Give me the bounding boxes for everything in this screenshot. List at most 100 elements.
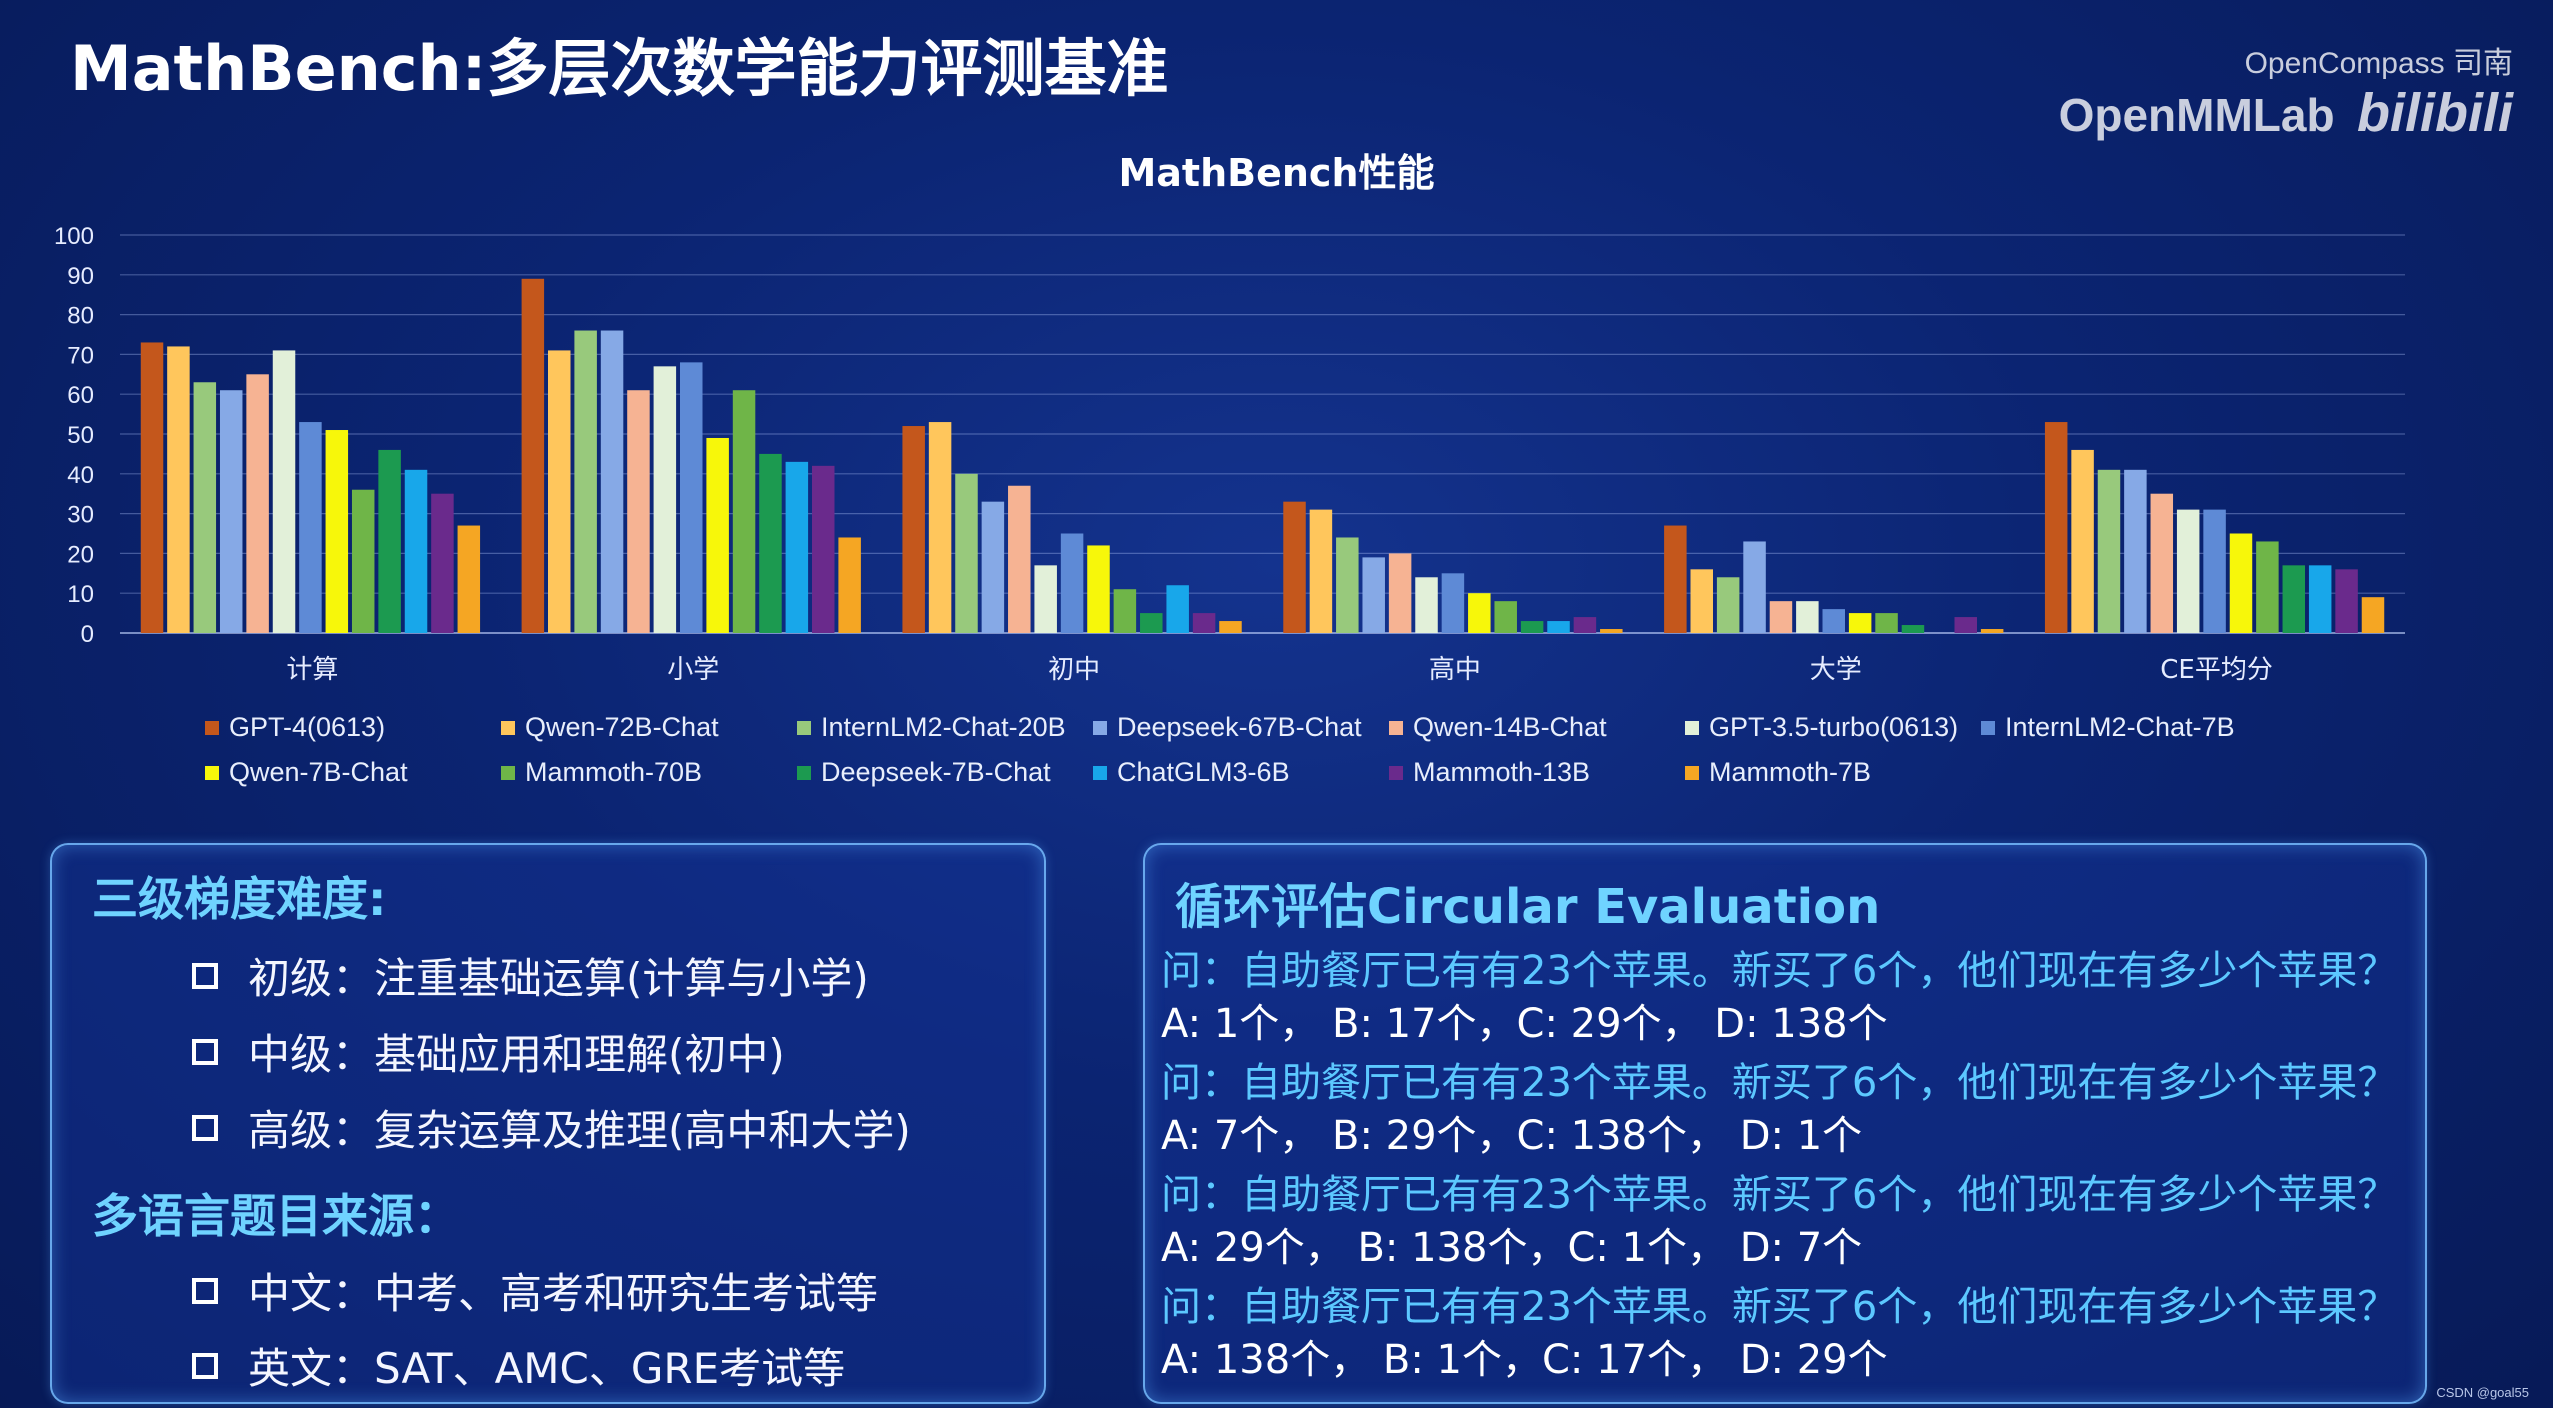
legend-item: Qwen-7B-Chat bbox=[205, 757, 501, 788]
qa-item-4: 问：自助餐厅已有有23个苹果。新买了6个，他们现在有多少个苹果？ A: 138个，… bbox=[1161, 1281, 2411, 1387]
bar bbox=[981, 501, 1005, 633]
bar bbox=[2203, 509, 2226, 633]
bar bbox=[2071, 449, 2094, 633]
bar bbox=[1034, 565, 1057, 633]
answer-options: A: 29个， B: 138个，C: 1个， D: 7个 bbox=[1161, 1225, 1863, 1271]
legend-item: ChatGLM3-6B bbox=[1093, 757, 1389, 788]
qa-item-2: 问：自助餐厅已有有23个苹果。新买了6个，他们现在有多少个苹果？ A: 7个， B… bbox=[1161, 1057, 2411, 1163]
legend-label: Qwen-7B-Chat bbox=[229, 757, 408, 787]
bar bbox=[219, 390, 243, 633]
legend-label: Qwen-14B-Chat bbox=[1413, 712, 1607, 742]
bar bbox=[1087, 545, 1110, 633]
bar bbox=[2044, 422, 2068, 633]
bar bbox=[1283, 501, 1306, 633]
legend-item: Mammoth-70B bbox=[501, 757, 797, 788]
opencompass-logo-text: OpenCompass 司南 bbox=[2244, 47, 2513, 80]
question-text: 问：自助餐厅已有有23个苹果。新买了6个，他们现在有多少个苹果？ bbox=[1161, 1172, 2398, 1218]
bar bbox=[1743, 541, 1766, 633]
difficulty-bullet-advanced: 高级：复杂运算及推理(高中和大学) bbox=[192, 1097, 911, 1158]
bullet-text: 中文：中考、高考和研究生考试等 bbox=[248, 1269, 879, 1318]
bar bbox=[351, 489, 375, 633]
y-tick-label: 70 bbox=[67, 342, 94, 369]
y-tick-label: 100 bbox=[54, 223, 94, 250]
answer-options: A: 138个， B: 1个，C: 17个， D: 29个 bbox=[1161, 1337, 1888, 1383]
difficulty-panel: 三级梯度难度: 初级：注重基础运算(计算与小学) 中级：基础应用和理解(初中) … bbox=[50, 843, 1046, 1404]
bullet-text: 英文：SAT、AMC、GRE考试等 bbox=[248, 1344, 846, 1393]
openmmlab-logo-text: OpenMMLab bbox=[2058, 89, 2335, 141]
slide-title: MathBench:多层次数学能力评测基准 bbox=[70, 32, 1169, 105]
bar bbox=[1954, 617, 1977, 633]
bar bbox=[812, 465, 835, 633]
bar bbox=[1166, 585, 1189, 633]
y-tick-label: 10 bbox=[67, 581, 94, 608]
legend-label: GPT-3.5-turbo(0613) bbox=[1709, 712, 1959, 742]
legend-label: ChatGLM3-6B bbox=[1117, 757, 1290, 787]
bar bbox=[1796, 601, 1819, 633]
x-category-label: 小学 bbox=[667, 655, 719, 685]
checkbox-icon bbox=[192, 962, 218, 989]
x-category-label: 初中 bbox=[1048, 655, 1100, 685]
bar bbox=[548, 350, 571, 633]
bar-chart: 0 10 20 30 40 50 60 70 80 90 100 计算 小学 初中 高中 大学 CE平均分 bbox=[54, 223, 2405, 685]
watermark: CSDN @goal55 bbox=[2436, 1385, 2529, 1400]
legend-swatch bbox=[205, 765, 219, 780]
bar bbox=[2282, 565, 2306, 633]
legend-label: InternLM2-Chat-20B bbox=[821, 712, 1066, 742]
checkbox-icon bbox=[192, 1114, 218, 1141]
bar bbox=[1441, 573, 1465, 633]
bar bbox=[1822, 609, 1845, 633]
legend-swatch bbox=[1093, 765, 1107, 780]
y-tick-label: 40 bbox=[67, 462, 94, 489]
bar bbox=[1192, 613, 1216, 633]
bar bbox=[600, 330, 624, 633]
legend-swatch bbox=[501, 765, 515, 780]
language-heading: 多语言题目来源： bbox=[92, 1189, 460, 1243]
bar bbox=[457, 525, 481, 633]
legend-item: Deepseek-67B-Chat bbox=[1093, 712, 1389, 743]
bar bbox=[246, 374, 269, 633]
bar bbox=[1140, 613, 1163, 633]
bar bbox=[1664, 525, 1687, 633]
legend-item: Deepseek-7B-Chat bbox=[797, 757, 1093, 788]
legend-item: Mammoth-13B bbox=[1389, 757, 1685, 788]
legend-swatch bbox=[1981, 720, 1995, 735]
legend-label: Mammoth-70B bbox=[525, 757, 703, 787]
legend-label: Deepseek-7B-Chat bbox=[821, 757, 1051, 787]
legend-label: InternLM2-Chat-7B bbox=[2005, 712, 2235, 742]
bar bbox=[140, 342, 164, 633]
bar bbox=[2308, 565, 2332, 633]
bar bbox=[706, 437, 729, 633]
legend-label: Qwen-72B-Chat bbox=[525, 712, 719, 742]
bar bbox=[2097, 469, 2121, 633]
bar bbox=[627, 390, 650, 633]
difficulty-bullet-middle: 中级：基础应用和理解(初中) bbox=[192, 1021, 785, 1082]
bar bbox=[1008, 485, 1031, 633]
y-tick-label: 90 bbox=[67, 263, 94, 290]
bar bbox=[732, 390, 756, 633]
legend-swatch bbox=[1389, 720, 1403, 735]
checkbox-icon bbox=[192, 1277, 218, 1304]
x-category-label: 计算 bbox=[286, 655, 338, 685]
legend-label: Mammoth-7B bbox=[1709, 757, 1872, 787]
bar bbox=[1415, 577, 1438, 633]
bar bbox=[902, 426, 925, 633]
legend-item: GPT-3.5-turbo(0613) bbox=[1685, 712, 1981, 743]
bar bbox=[1547, 621, 1570, 633]
bullet-text: 高级：复杂运算及推理(高中和大学) bbox=[248, 1106, 911, 1155]
x-category-label: 高中 bbox=[1429, 655, 1481, 685]
bar bbox=[1716, 577, 1740, 633]
bar bbox=[1388, 553, 1412, 633]
y-tick-label: 60 bbox=[67, 382, 94, 409]
legend-swatch bbox=[797, 720, 811, 735]
bar bbox=[1468, 593, 1491, 633]
legend-label: GPT-4(0613) bbox=[229, 712, 386, 742]
language-bullet-english: 英文：SAT、AMC、GRE考试等 bbox=[192, 1335, 845, 1396]
bar bbox=[759, 453, 782, 633]
bar bbox=[1113, 589, 1137, 633]
bar bbox=[574, 330, 597, 633]
bar bbox=[1219, 621, 1242, 633]
bar bbox=[1573, 617, 1597, 633]
checkbox-icon bbox=[192, 1038, 218, 1065]
y-tick-label: 0 bbox=[81, 621, 94, 648]
bar bbox=[1848, 613, 1872, 633]
